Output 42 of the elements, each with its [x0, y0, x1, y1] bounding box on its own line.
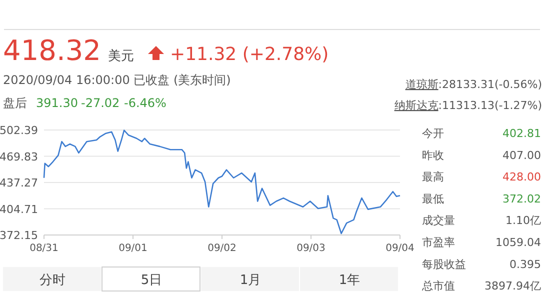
text: 402.81	[502, 127, 541, 140]
text: 最高	[422, 170, 444, 184]
text: 372.02	[502, 192, 541, 206]
y-tick-label: 404.71	[0, 202, 38, 216]
text: :11313.13(-1.27%)	[438, 99, 542, 112]
text: +11.32 (+2.78%)	[170, 44, 329, 65]
text: -6.46%	[124, 96, 166, 110]
text: 391.30	[36, 96, 78, 110]
text: 3897.94亿	[484, 280, 541, 293]
text: 市盈率	[422, 236, 455, 249]
text: 盘后	[3, 96, 27, 110]
x-tick-label: 09/04	[386, 243, 414, 254]
y-tick-label: 502.39	[0, 124, 38, 137]
text: 1.10亿	[506, 214, 541, 228]
text: 纳斯达克	[394, 99, 438, 112]
text: 2020/09/04 16:00:00 已收盘 (美东时间)	[3, 73, 231, 87]
x-tick-label: 09/02	[208, 243, 236, 254]
text: 1年	[338, 273, 360, 288]
text: 总市值	[421, 280, 455, 293]
text: 428.00	[502, 170, 541, 184]
x-tick-label: 09/01	[118, 243, 148, 254]
text: 道琼斯	[405, 78, 438, 91]
x-tick-label: 09/03	[296, 243, 326, 254]
text: 今开	[422, 127, 444, 140]
text: 1059.04	[496, 236, 541, 249]
text: 每股收益	[422, 258, 466, 271]
text: 0.395	[510, 258, 541, 271]
text: 美元	[108, 48, 134, 64]
text: 昨收	[422, 148, 444, 162]
text: 407.00	[502, 148, 541, 162]
text: 最低	[422, 192, 444, 206]
text: 1月	[240, 273, 262, 288]
text: 分时	[40, 273, 66, 288]
x-tick-label: 08/31	[30, 243, 58, 254]
text: :28133.31(-0.56%)	[438, 78, 542, 91]
text: 成交量	[422, 214, 455, 228]
y-tick-label: 437.27	[0, 176, 38, 190]
y-tick-label: 469.83	[0, 150, 38, 164]
y-tick-label: 372.15	[0, 229, 38, 242]
text: -27.02	[81, 96, 120, 110]
text: 418.32	[3, 34, 101, 67]
text: 5日	[140, 273, 162, 288]
